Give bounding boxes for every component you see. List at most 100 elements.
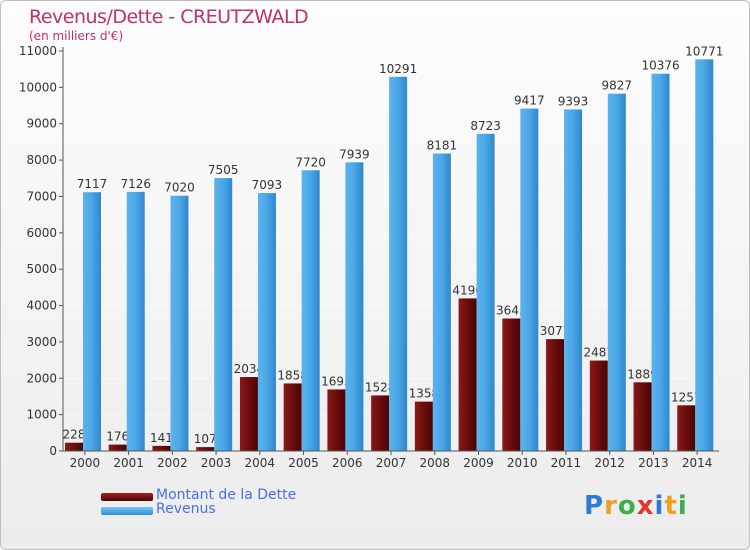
x-tick-label: 2004 bbox=[245, 456, 276, 470]
debt-value-label: 1858 bbox=[277, 368, 308, 382]
x-tick-label: 2007 bbox=[376, 456, 407, 470]
y-tick-label: 8000 bbox=[26, 153, 57, 167]
debt-bar bbox=[371, 395, 390, 451]
revenue-bar bbox=[170, 195, 189, 451]
revenue-bar bbox=[301, 170, 320, 452]
debt-value-label: 1693 bbox=[321, 374, 352, 388]
x-tick-label: 2000 bbox=[70, 456, 101, 470]
debt-value-label: 107 bbox=[194, 432, 217, 446]
logo-letter: P bbox=[584, 491, 605, 521]
debt-value-label: 3077 bbox=[540, 324, 571, 338]
debt-bar bbox=[65, 442, 83, 451]
revenue-bar bbox=[214, 178, 233, 451]
y-tick-label: 0 bbox=[49, 444, 57, 458]
y-tick-label: 6000 bbox=[26, 226, 57, 240]
revenue-value-label: 7126 bbox=[120, 177, 151, 191]
debt-value-label: 2034 bbox=[234, 362, 265, 376]
y-axis: 0 1000 2000 3000 4000 5000 6000 7000 8000 9000 100… bbox=[19, 44, 64, 458]
x-tick-label: 2011 bbox=[551, 456, 582, 470]
debt-value-label: 141 bbox=[150, 431, 173, 445]
y-tick-label: 2000 bbox=[26, 371, 57, 385]
x-tick-label: 2008 bbox=[419, 456, 450, 470]
debt-bar bbox=[546, 339, 565, 451]
revenue-bar bbox=[389, 76, 408, 452]
revenue-value-label: 10771 bbox=[685, 44, 723, 58]
legend-swatch-revenue bbox=[101, 507, 153, 515]
revenue-value-label: 7720 bbox=[295, 155, 326, 169]
revenue-bar bbox=[345, 162, 364, 452]
revenue-bar bbox=[432, 153, 451, 451]
debt-value-label: 4196 bbox=[452, 283, 483, 297]
y-tick-label: 10000 bbox=[19, 80, 57, 94]
proxiti-logo: Proxiti bbox=[584, 491, 688, 521]
x-tick-label: 2009 bbox=[463, 456, 494, 470]
logo-letter: t bbox=[664, 491, 678, 521]
y-tick-label: 4000 bbox=[26, 299, 57, 313]
x-tick-label: 2003 bbox=[201, 456, 232, 470]
debt-bar bbox=[458, 298, 477, 451]
revenue-value-label: 7117 bbox=[77, 177, 108, 191]
x-tick-label: 2002 bbox=[157, 456, 188, 470]
x-tick-label: 2013 bbox=[638, 456, 669, 470]
debt-value-label: 1257 bbox=[671, 390, 702, 404]
debt-value-label: 228 bbox=[63, 428, 86, 442]
debt-bar bbox=[677, 405, 696, 451]
y-tick-label: 1000 bbox=[26, 408, 57, 422]
legend-label-debt: Montant de la Dette bbox=[156, 487, 297, 503]
debt-bar bbox=[502, 318, 521, 451]
debt-value-label: 3643 bbox=[496, 304, 527, 318]
revenue-value-label: 9417 bbox=[514, 94, 545, 108]
x-tick-label: 2005 bbox=[288, 456, 319, 470]
revenue-bar bbox=[476, 133, 495, 452]
revenue-bar bbox=[83, 192, 101, 451]
logo-letter: i bbox=[677, 491, 688, 521]
revenue-value-label: 8723 bbox=[470, 119, 501, 133]
y-tick-label: 7000 bbox=[26, 189, 57, 203]
debt-value-label: 1528 bbox=[365, 380, 396, 394]
logo-letter: x bbox=[636, 491, 655, 521]
debt-bar bbox=[327, 389, 346, 451]
revenue-value-label: 7939 bbox=[339, 147, 370, 161]
revenue-bar bbox=[607, 93, 626, 452]
chart-subtitle: (en milliers d'€) bbox=[29, 29, 124, 43]
revenue-value-label: 10291 bbox=[379, 62, 417, 76]
x-axis: 2000 2001 2002 2003 2004 2005 2006 2007 2008 2009… bbox=[63, 450, 719, 470]
revenue-value-label: 8181 bbox=[427, 139, 458, 153]
debt-bar bbox=[108, 444, 127, 451]
chart-title: Revenus/Dette - CREUTZWALD bbox=[29, 6, 309, 28]
debt-bar bbox=[414, 401, 433, 451]
revenue-bar bbox=[257, 193, 276, 451]
x-tick-label: 2010 bbox=[507, 456, 538, 470]
revenue-value-label: 10376 bbox=[641, 59, 679, 73]
revenue-bar bbox=[520, 108, 539, 452]
x-tick-label: 2014 bbox=[682, 456, 713, 470]
x-tick-label: 2001 bbox=[113, 456, 144, 470]
revenue-bar bbox=[651, 73, 670, 451]
logo-letter: i bbox=[654, 491, 665, 521]
legend-label-revenue: Revenus bbox=[156, 501, 216, 517]
logo-letter: o bbox=[617, 491, 637, 521]
bars: 228 7117 176 7126 141 7020 107 7505 2034 7093 1858… bbox=[63, 44, 723, 452]
debt-value-label: 1889 bbox=[627, 367, 658, 381]
y-tick-label: 3000 bbox=[26, 335, 57, 349]
revenue-value-label: 7093 bbox=[252, 178, 283, 192]
revenue-value-label: 7505 bbox=[208, 163, 239, 177]
y-tick-label: 5000 bbox=[26, 262, 57, 276]
revenue-value-label: 7020 bbox=[164, 181, 195, 195]
debt-bar bbox=[283, 383, 302, 451]
x-tick-label: 2006 bbox=[332, 456, 363, 470]
debt-bar bbox=[196, 447, 215, 451]
debt-value-label: 1358 bbox=[409, 387, 440, 401]
debt-bar bbox=[589, 360, 608, 451]
debt-value-label: 2487 bbox=[584, 346, 615, 360]
revenue-bar bbox=[126, 191, 145, 451]
legend-swatch-debt bbox=[101, 493, 153, 501]
revenue-bar bbox=[695, 59, 714, 452]
revenue-value-label: 9393 bbox=[558, 94, 589, 108]
debt-value-label: 176 bbox=[106, 430, 129, 444]
debt-bar bbox=[633, 382, 652, 451]
debt-bar bbox=[152, 445, 171, 451]
debt-bar bbox=[239, 377, 258, 451]
